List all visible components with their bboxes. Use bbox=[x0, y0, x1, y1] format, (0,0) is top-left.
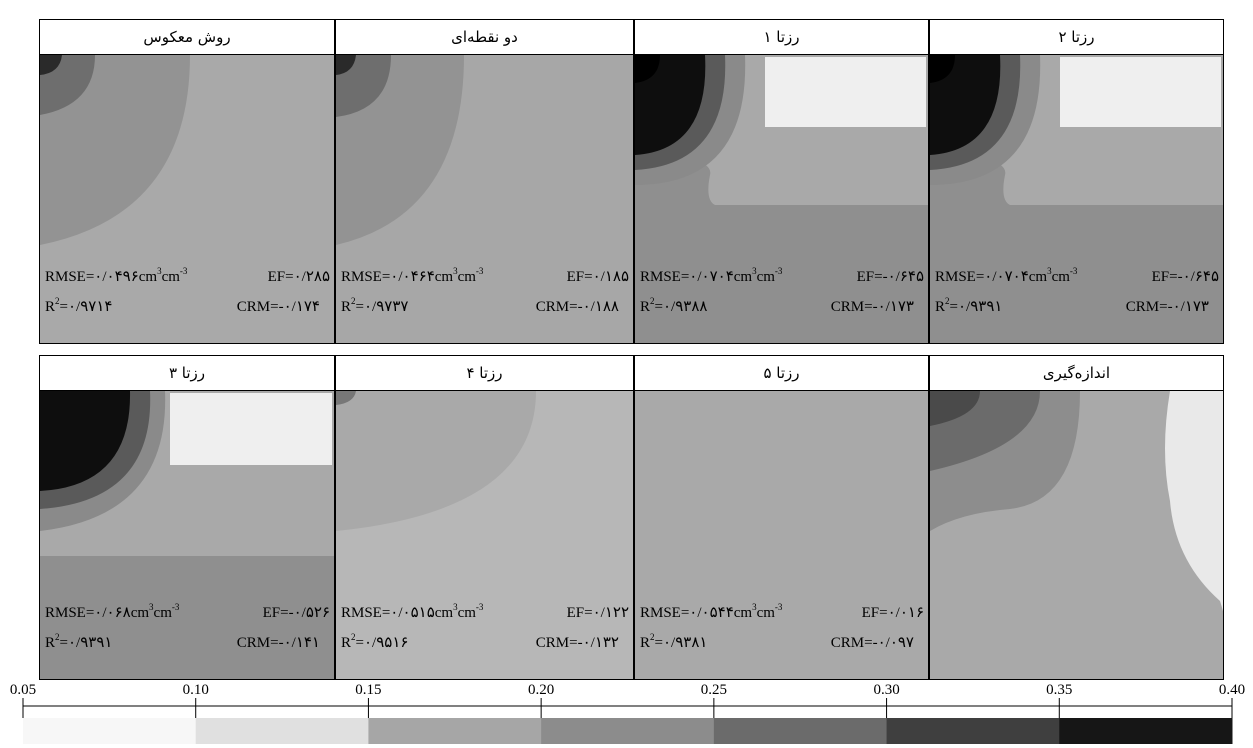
contour-map bbox=[40, 55, 334, 343]
panel-title: رزتا ۵ bbox=[634, 355, 929, 391]
panel-title: اندازه‌گیری bbox=[929, 355, 1224, 391]
scale-tick-label: 0.30 bbox=[873, 682, 899, 698]
color-swatch bbox=[713, 718, 888, 744]
color-scale: 0.05 0.10 0.15 0.20 0.25 0.30 0.35 0.40 bbox=[0, 680, 1253, 744]
scale-tick-label: 0.15 bbox=[355, 682, 381, 698]
r2-label: R2=۰/۹۳۹۱ bbox=[935, 296, 1003, 315]
crm-label: CRM=-۰/۱۸۸ bbox=[535, 299, 619, 315]
zone-light bbox=[765, 57, 926, 127]
color-swatch bbox=[368, 718, 542, 744]
zone-light bbox=[1060, 57, 1221, 127]
zone-core bbox=[336, 55, 356, 75]
contour-map bbox=[635, 55, 928, 343]
rmse-label: RMSE=۰/۰۵۱۵cm3cm-3 bbox=[341, 602, 484, 621]
color-swatch bbox=[541, 718, 715, 744]
scale-tick-label: 0.20 bbox=[528, 682, 554, 698]
panel-title: رزتا ۱ bbox=[634, 19, 929, 55]
rmse-label: RMSE=۰/۰۷۰۴cm3cm-3 bbox=[935, 266, 1078, 285]
zone-band bbox=[40, 55, 190, 245]
crm-label: CRM=-۰/۰۹۷ bbox=[830, 635, 914, 651]
contour-map bbox=[40, 391, 334, 679]
color-scale-bar: 0.05 0.10 0.15 0.20 0.25 0.30 0.35 0.40 bbox=[10, 682, 1245, 744]
contour-map bbox=[930, 391, 1223, 679]
contour-map bbox=[930, 55, 1223, 343]
scale-tick-label: 0.40 bbox=[1219, 682, 1245, 698]
ef-label: EF=۰/۰۱۶ bbox=[861, 605, 924, 621]
ef-label: EF=۰/۱۲۲ bbox=[566, 605, 629, 621]
contour-panel bbox=[929, 390, 1224, 680]
color-swatch bbox=[23, 718, 197, 744]
r2-label: R2=۰/۹۵۱۶ bbox=[341, 632, 409, 651]
panel-title: دو نقطه‌ای bbox=[335, 19, 634, 55]
contour-panel: RMSE=۰/۰۶۸cm3cm-3 EF=-۰/۵۲۶ R2=۰/۹۳۹۱ CRM=-… bbox=[39, 390, 335, 680]
zone-core bbox=[336, 391, 356, 405]
contour-map bbox=[336, 55, 633, 343]
scale-tick-label: 0.05 bbox=[10, 682, 36, 698]
r2-label: R2=۰/۹۳۹۱ bbox=[45, 632, 113, 651]
contour-panel: RMSE=۰/۰۷۰۴cm3cm-3 EF=-۰/۶۴۵ R2=۰/۹۳۹۱ CRM=… bbox=[929, 54, 1224, 344]
r2-label: R2=۰/۹۳۸۸ bbox=[640, 296, 708, 315]
ef-label: EF=۰/۲۸۵ bbox=[267, 269, 330, 285]
zone-background bbox=[635, 391, 928, 679]
zone-core bbox=[635, 55, 706, 155]
contour-panel: RMSE=۰/۰۴۶۴cm3cm-3 EF=۰/۱۸۵ R2=۰/۹۷۳۷ CRM=-… bbox=[335, 54, 634, 344]
zone-core bbox=[635, 55, 660, 83]
zone-core bbox=[40, 55, 62, 75]
zone-core bbox=[930, 391, 980, 426]
zone-core bbox=[40, 391, 131, 491]
crm-label: CRM=-۰/۱۷۴ bbox=[236, 299, 320, 315]
crm-label: CRM=-۰/۱۴۱ bbox=[236, 635, 320, 651]
r2-label: R2=۰/۹۷۳۷ bbox=[341, 296, 409, 315]
rmse-label: RMSE=۰/۰۵۴۴cm3cm-3 bbox=[640, 602, 783, 621]
color-swatch bbox=[1059, 718, 1233, 744]
rmse-label: RMSE=۰/۰۶۸cm3cm-3 bbox=[45, 602, 180, 621]
contour-panel: RMSE=۰/۰۴۹۶cm3cm-3 EF=۰/۲۸۵ R2=۰/۹۷۱۴ CRM=-… bbox=[39, 54, 335, 344]
zone-band bbox=[336, 391, 536, 531]
zone-core bbox=[930, 55, 1001, 155]
rmse-label: RMSE=۰/۰۴۶۴cm3cm-3 bbox=[341, 266, 484, 285]
ef-label: EF=۰/۱۸۵ bbox=[566, 269, 629, 285]
ef-label: EF=-۰/۶۴۵ bbox=[856, 269, 924, 285]
scale-tick-label: 0.25 bbox=[701, 682, 727, 698]
ef-label: EF=-۰/۵۲۶ bbox=[262, 605, 330, 621]
contour-panel: RMSE=۰/۰۵۴۴cm3cm-3 EF=۰/۰۱۶ R2=۰/۹۳۸۱ CRM=-… bbox=[634, 390, 929, 680]
contour-panel: RMSE=۰/۰۵۱۵cm3cm-3 EF=۰/۱۲۲ R2=۰/۹۵۱۶ CRM=-… bbox=[335, 390, 634, 680]
contour-map bbox=[635, 391, 928, 679]
zone-band bbox=[336, 55, 391, 117]
crm-label: CRM=-۰/۱۷۳ bbox=[1125, 299, 1209, 315]
color-swatch bbox=[886, 718, 1060, 744]
r2-label: R2=۰/۹۳۸۱ bbox=[640, 632, 708, 651]
scale-tick-label: 0.10 bbox=[183, 682, 209, 698]
color-swatch bbox=[195, 718, 369, 744]
rmse-label: RMSE=۰/۰۷۰۴cm3cm-3 bbox=[640, 266, 783, 285]
scale-tick-label: 0.35 bbox=[1046, 682, 1072, 698]
crm-label: CRM=-۰/۱۳۲ bbox=[535, 635, 619, 651]
panel-title: رزتا ۴ bbox=[335, 355, 634, 391]
ef-label: EF=-۰/۶۴۵ bbox=[1151, 269, 1219, 285]
panel-title: روش معکوس bbox=[39, 19, 335, 55]
contour-panel: RMSE=۰/۰۷۰۴cm3cm-3 EF=-۰/۶۴۵ R2=۰/۹۳۸۸ CRM=… bbox=[634, 54, 929, 344]
rmse-label: RMSE=۰/۰۴۹۶cm3cm-3 bbox=[45, 266, 188, 285]
r2-label: R2=۰/۹۷۱۴ bbox=[45, 296, 113, 315]
panel-title: رزتا ۲ bbox=[929, 19, 1224, 55]
contour-map bbox=[336, 391, 633, 679]
crm-label: CRM=-۰/۱۷۳ bbox=[830, 299, 914, 315]
zone-light bbox=[170, 393, 332, 465]
panel-title: رزتا ۳ bbox=[39, 355, 335, 391]
zone-core bbox=[930, 55, 955, 83]
